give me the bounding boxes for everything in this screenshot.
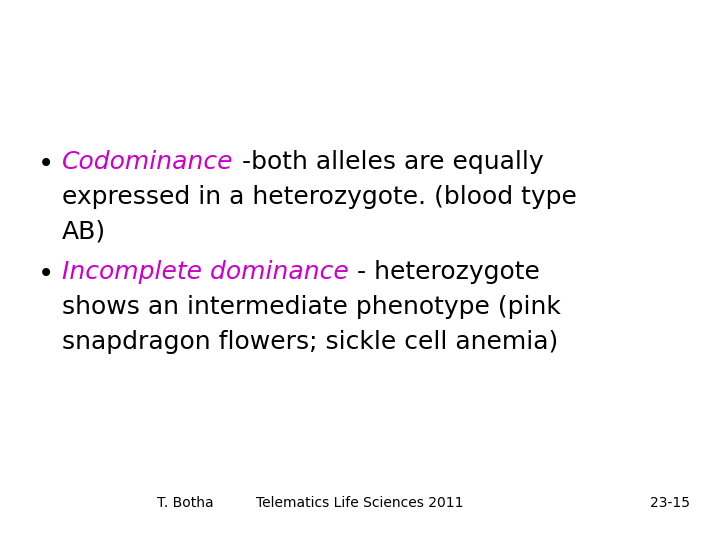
- Text: expressed in a heterozygote. (blood type: expressed in a heterozygote. (blood type: [62, 185, 577, 209]
- Text: - heterozygote: - heterozygote: [348, 260, 539, 284]
- Text: Incomplete dominance: Incomplete dominance: [62, 260, 348, 284]
- Text: AB): AB): [62, 220, 106, 244]
- Text: Telematics Life Sciences 2011: Telematics Life Sciences 2011: [256, 496, 464, 510]
- Text: •: •: [38, 150, 54, 178]
- Text: shows an intermediate phenotype (pink: shows an intermediate phenotype (pink: [62, 295, 561, 319]
- Text: -both alleles are equally: -both alleles are equally: [233, 150, 543, 174]
- Text: •: •: [38, 260, 54, 288]
- Text: snapdragon flowers; sickle cell anemia): snapdragon flowers; sickle cell anemia): [62, 330, 558, 354]
- Text: Codominance: Codominance: [62, 150, 233, 174]
- Text: 23-15: 23-15: [650, 496, 690, 510]
- Text: T. Botha: T. Botha: [157, 496, 213, 510]
